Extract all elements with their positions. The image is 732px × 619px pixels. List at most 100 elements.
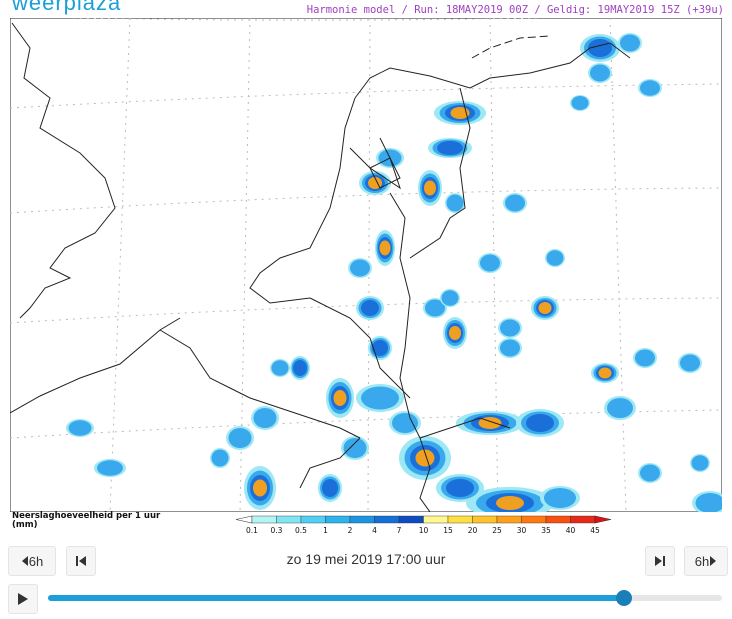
colorbar-label: 25 [492,526,502,535]
colorbar-segment [447,515,473,524]
brand: weerplaza [12,0,122,15]
colorbar-segment [251,515,277,524]
rain-cell [620,34,640,52]
last-button[interactable] [645,546,675,576]
rain-cell [97,460,123,476]
colorbar-segment [325,515,351,524]
rain-cell [372,340,388,356]
coastlines [10,22,631,512]
forward-step-label: 6h [694,553,710,569]
colorbar-segment [472,515,498,524]
rain-cell [425,299,445,317]
rain-cell [253,408,277,428]
colorbar-label: 15 [443,526,453,535]
rain-cell [695,493,722,512]
rain-cell [680,354,700,372]
rain-cell [635,349,655,367]
colorbar-label: 30 [517,526,527,535]
rain-cell [293,360,307,376]
forward-6h-button[interactable]: 6h [684,546,728,576]
colorbar-label: 0.1 [246,526,258,535]
last-icon [655,556,665,566]
rain-cell [68,420,92,436]
rain-cell [361,386,399,410]
rain-cell [253,479,267,497]
rain-cell [571,96,589,110]
rain-cell [449,326,461,340]
rain-cell [441,290,459,306]
rain-cell [500,339,520,357]
rain-cell [322,479,338,497]
rain-cell [590,64,610,82]
colorbar-segment [496,515,522,524]
rain-cell [424,180,436,196]
colorbar-label: 0.5 [295,526,307,535]
colorbar-segment [570,515,596,524]
colorbar-label: 40 [566,526,576,535]
first-icon [76,556,86,566]
map [10,18,722,512]
rain-cell [446,479,474,497]
colorbar-label: 45 [590,526,600,535]
back-6h-button[interactable]: 6h [8,546,56,576]
rain-cell [350,259,370,277]
rain-cell [538,302,552,314]
rain-cell [228,428,252,448]
time-slider[interactable] [48,590,722,606]
forward-icon [710,556,717,566]
rain-cell [379,240,391,256]
colorbar-label: 20 [468,526,478,535]
rain-cell [361,300,379,316]
colorbar-segment [276,515,302,524]
precipitation [66,33,722,512]
play-button[interactable] [8,584,38,614]
datetime: zo 19 mei 2019 17:00 uur [286,551,446,567]
first-button[interactable] [66,546,96,576]
colorbar-segment [398,515,424,524]
colorbar-segment [423,515,449,524]
back-icon [21,556,28,566]
slider-knob[interactable] [616,590,632,606]
rain-cell [446,194,464,212]
legend-unit: (mm) [12,520,38,530]
slider-progress [48,595,624,601]
rain-cell [333,390,347,406]
rain-cell [496,496,524,510]
model-info: Harmonie model / Run: 18MAY2019 00Z / Ge… [306,4,724,16]
rain-cell [500,319,520,337]
colorbar-segment [300,515,326,524]
colorbar-label: 35 [541,526,551,535]
rain-cell [415,449,435,467]
colorbar-label: 0.3 [271,526,283,535]
rain-cell [211,449,229,467]
colorbar-label: 10 [419,526,429,535]
rain-cell [526,414,554,432]
colorbar-label: 2 [348,526,353,535]
rain-cell [505,194,525,212]
rain-cell [640,80,660,96]
colorbar-segment [374,515,400,524]
rain-cell [546,250,564,266]
rain-cell [640,464,660,482]
colorbar-end [594,515,612,524]
rain-cell [691,455,709,471]
colorbar-label: 4 [372,526,377,535]
legend-title: Neerslaghoeveelheid per 1 uur (mm) [12,512,160,530]
rain-cell [343,438,367,458]
rain-cell [271,360,289,376]
rain-cell [437,141,463,155]
colorbar-end [235,515,253,524]
rain-cell [598,367,612,379]
play-icon [18,593,28,605]
colorbar-segment [521,515,547,524]
colorbar-segment [545,515,571,524]
colorbar-segment [349,515,375,524]
rain-cell [480,254,500,272]
colorbar-label: 7 [397,526,402,535]
rain-cell [607,398,633,418]
rain-cell [450,107,470,119]
rain-cell [392,413,418,433]
colorbar: 0.1 0.3 0.5 1 2 4 7 10 15 20 25 30 35 40 45 [235,515,612,535]
colorbar-label: 1 [323,526,328,535]
